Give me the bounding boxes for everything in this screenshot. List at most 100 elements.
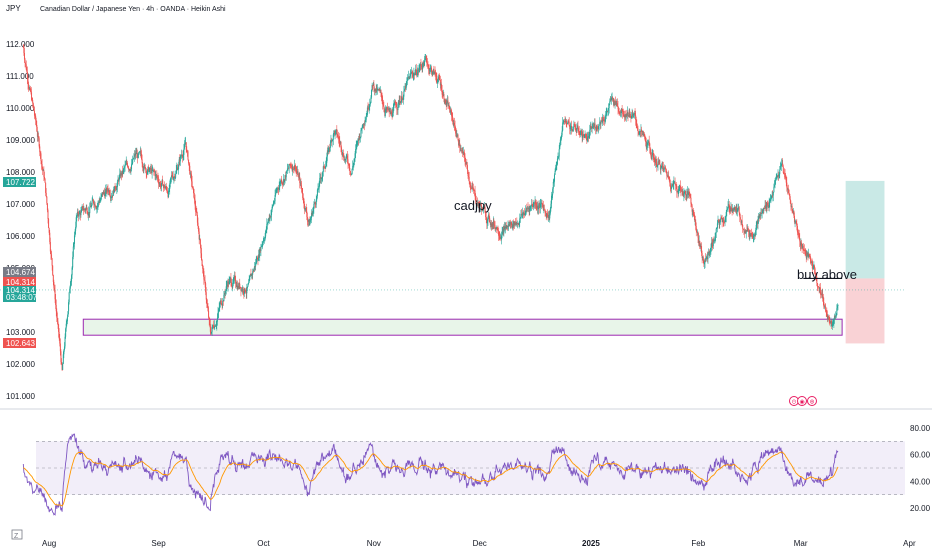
price-panel[interactable]: 112.000 111.000 110.000 109.000 108.000 107.0…: [0, 40, 905, 401]
rsi-panel[interactable]: 80.00 60.00 40.00 20.00: [22, 424, 931, 516]
candle-body: [692, 210, 694, 213]
candle-body: [377, 89, 379, 90]
overlay-layer: [0, 277, 905, 291]
candle-body: [168, 190, 170, 197]
candle-body: [633, 113, 635, 115]
candle-body: [353, 158, 355, 162]
candle-body: [701, 253, 703, 259]
candle-body: [441, 84, 443, 91]
candle-body: [496, 227, 498, 231]
candle-body: [91, 200, 93, 205]
candle-body: [246, 286, 248, 289]
pair-annotation[interactable]: cadjpy: [454, 198, 492, 213]
candle-body: [551, 194, 553, 196]
candle-series: [22, 43, 839, 372]
candle-body: [217, 312, 219, 318]
candle-body: [205, 292, 207, 300]
candle-body: [142, 167, 144, 171]
candle-body: [398, 100, 400, 105]
entry-annotation[interactable]: buy above: [797, 267, 857, 282]
candle-body: [784, 174, 786, 177]
candle-body: [506, 225, 508, 229]
candle-body: [682, 190, 684, 195]
candle-body: [112, 190, 114, 196]
candle-body: [449, 110, 451, 113]
candle-body: [295, 169, 297, 172]
candle-body: [214, 325, 216, 327]
candle-body: [351, 173, 353, 175]
candle-body: [345, 155, 347, 160]
candle-body: [519, 217, 521, 219]
event-marker-2[interactable]: [797, 396, 807, 406]
stop-zone[interactable]: [845, 278, 885, 344]
candle-body: [585, 133, 587, 138]
candle-body: [468, 176, 470, 182]
candle-body: [819, 287, 821, 289]
candle-body: [236, 285, 238, 290]
candle-body: [433, 71, 435, 74]
candle-body: [532, 205, 534, 208]
candle-body: [193, 197, 195, 200]
candle-body: [241, 289, 243, 291]
candle-body: [55, 299, 57, 306]
candle-body: [637, 128, 639, 132]
candle-body: [28, 84, 30, 89]
candle-body: [329, 147, 331, 149]
candle-body: [56, 311, 58, 318]
candle-body: [202, 266, 204, 269]
candle-body: [304, 208, 306, 210]
candle-body: [292, 166, 294, 171]
candle-body: [74, 230, 76, 236]
candle-body: [454, 125, 456, 131]
event-markers[interactable]: ⊙ ◉ ⊛: [789, 396, 817, 406]
event-marker-3[interactable]: [807, 396, 817, 406]
candle-body: [276, 188, 278, 190]
candle-body: [675, 183, 677, 186]
candle-body: [734, 207, 736, 208]
candle-body: [593, 125, 595, 128]
timezone-button[interactable]: [11, 529, 23, 540]
candle-body: [740, 219, 742, 224]
candle-body: [303, 198, 305, 204]
candle-body: [372, 85, 374, 86]
candle-body: [656, 165, 658, 167]
demand-zone[interactable]: [82, 318, 843, 336]
candle-body: [222, 300, 224, 306]
candle-body: [780, 165, 782, 167]
candle-body: [281, 181, 283, 184]
candle-body: [413, 73, 415, 75]
candle-body: [832, 323, 834, 325]
candle-body: [475, 196, 477, 202]
candle-body: [486, 219, 488, 224]
candle-body: [293, 169, 295, 170]
candle-body: [649, 143, 651, 149]
candle-body: [516, 222, 518, 224]
candle-body: [768, 202, 770, 208]
candle-body: [122, 169, 124, 173]
candle-body: [155, 174, 157, 176]
candle-body: [111, 195, 113, 198]
candle-body: [226, 284, 228, 287]
candle-body: [514, 222, 516, 226]
price-tick-label: 111.000: [6, 72, 34, 81]
target-zone[interactable]: [845, 180, 885, 279]
candle-body: [168, 188, 170, 191]
candle-body: [58, 331, 60, 339]
candle-body: [61, 364, 63, 370]
candle-body: [259, 249, 261, 256]
candle-body: [158, 179, 160, 184]
candle-body: [720, 217, 722, 219]
candle-body: [765, 206, 767, 209]
candle-body: [281, 179, 283, 182]
candle-body: [685, 194, 687, 197]
candle-body: [686, 193, 688, 197]
candle-body: [331, 140, 333, 142]
candle-body: [81, 206, 83, 210]
candle-body: [141, 153, 143, 160]
candle-body: [51, 254, 53, 259]
candle-body: [823, 302, 825, 308]
candle-body: [505, 226, 507, 229]
candle-body: [302, 198, 304, 199]
candle-body: [628, 115, 630, 117]
